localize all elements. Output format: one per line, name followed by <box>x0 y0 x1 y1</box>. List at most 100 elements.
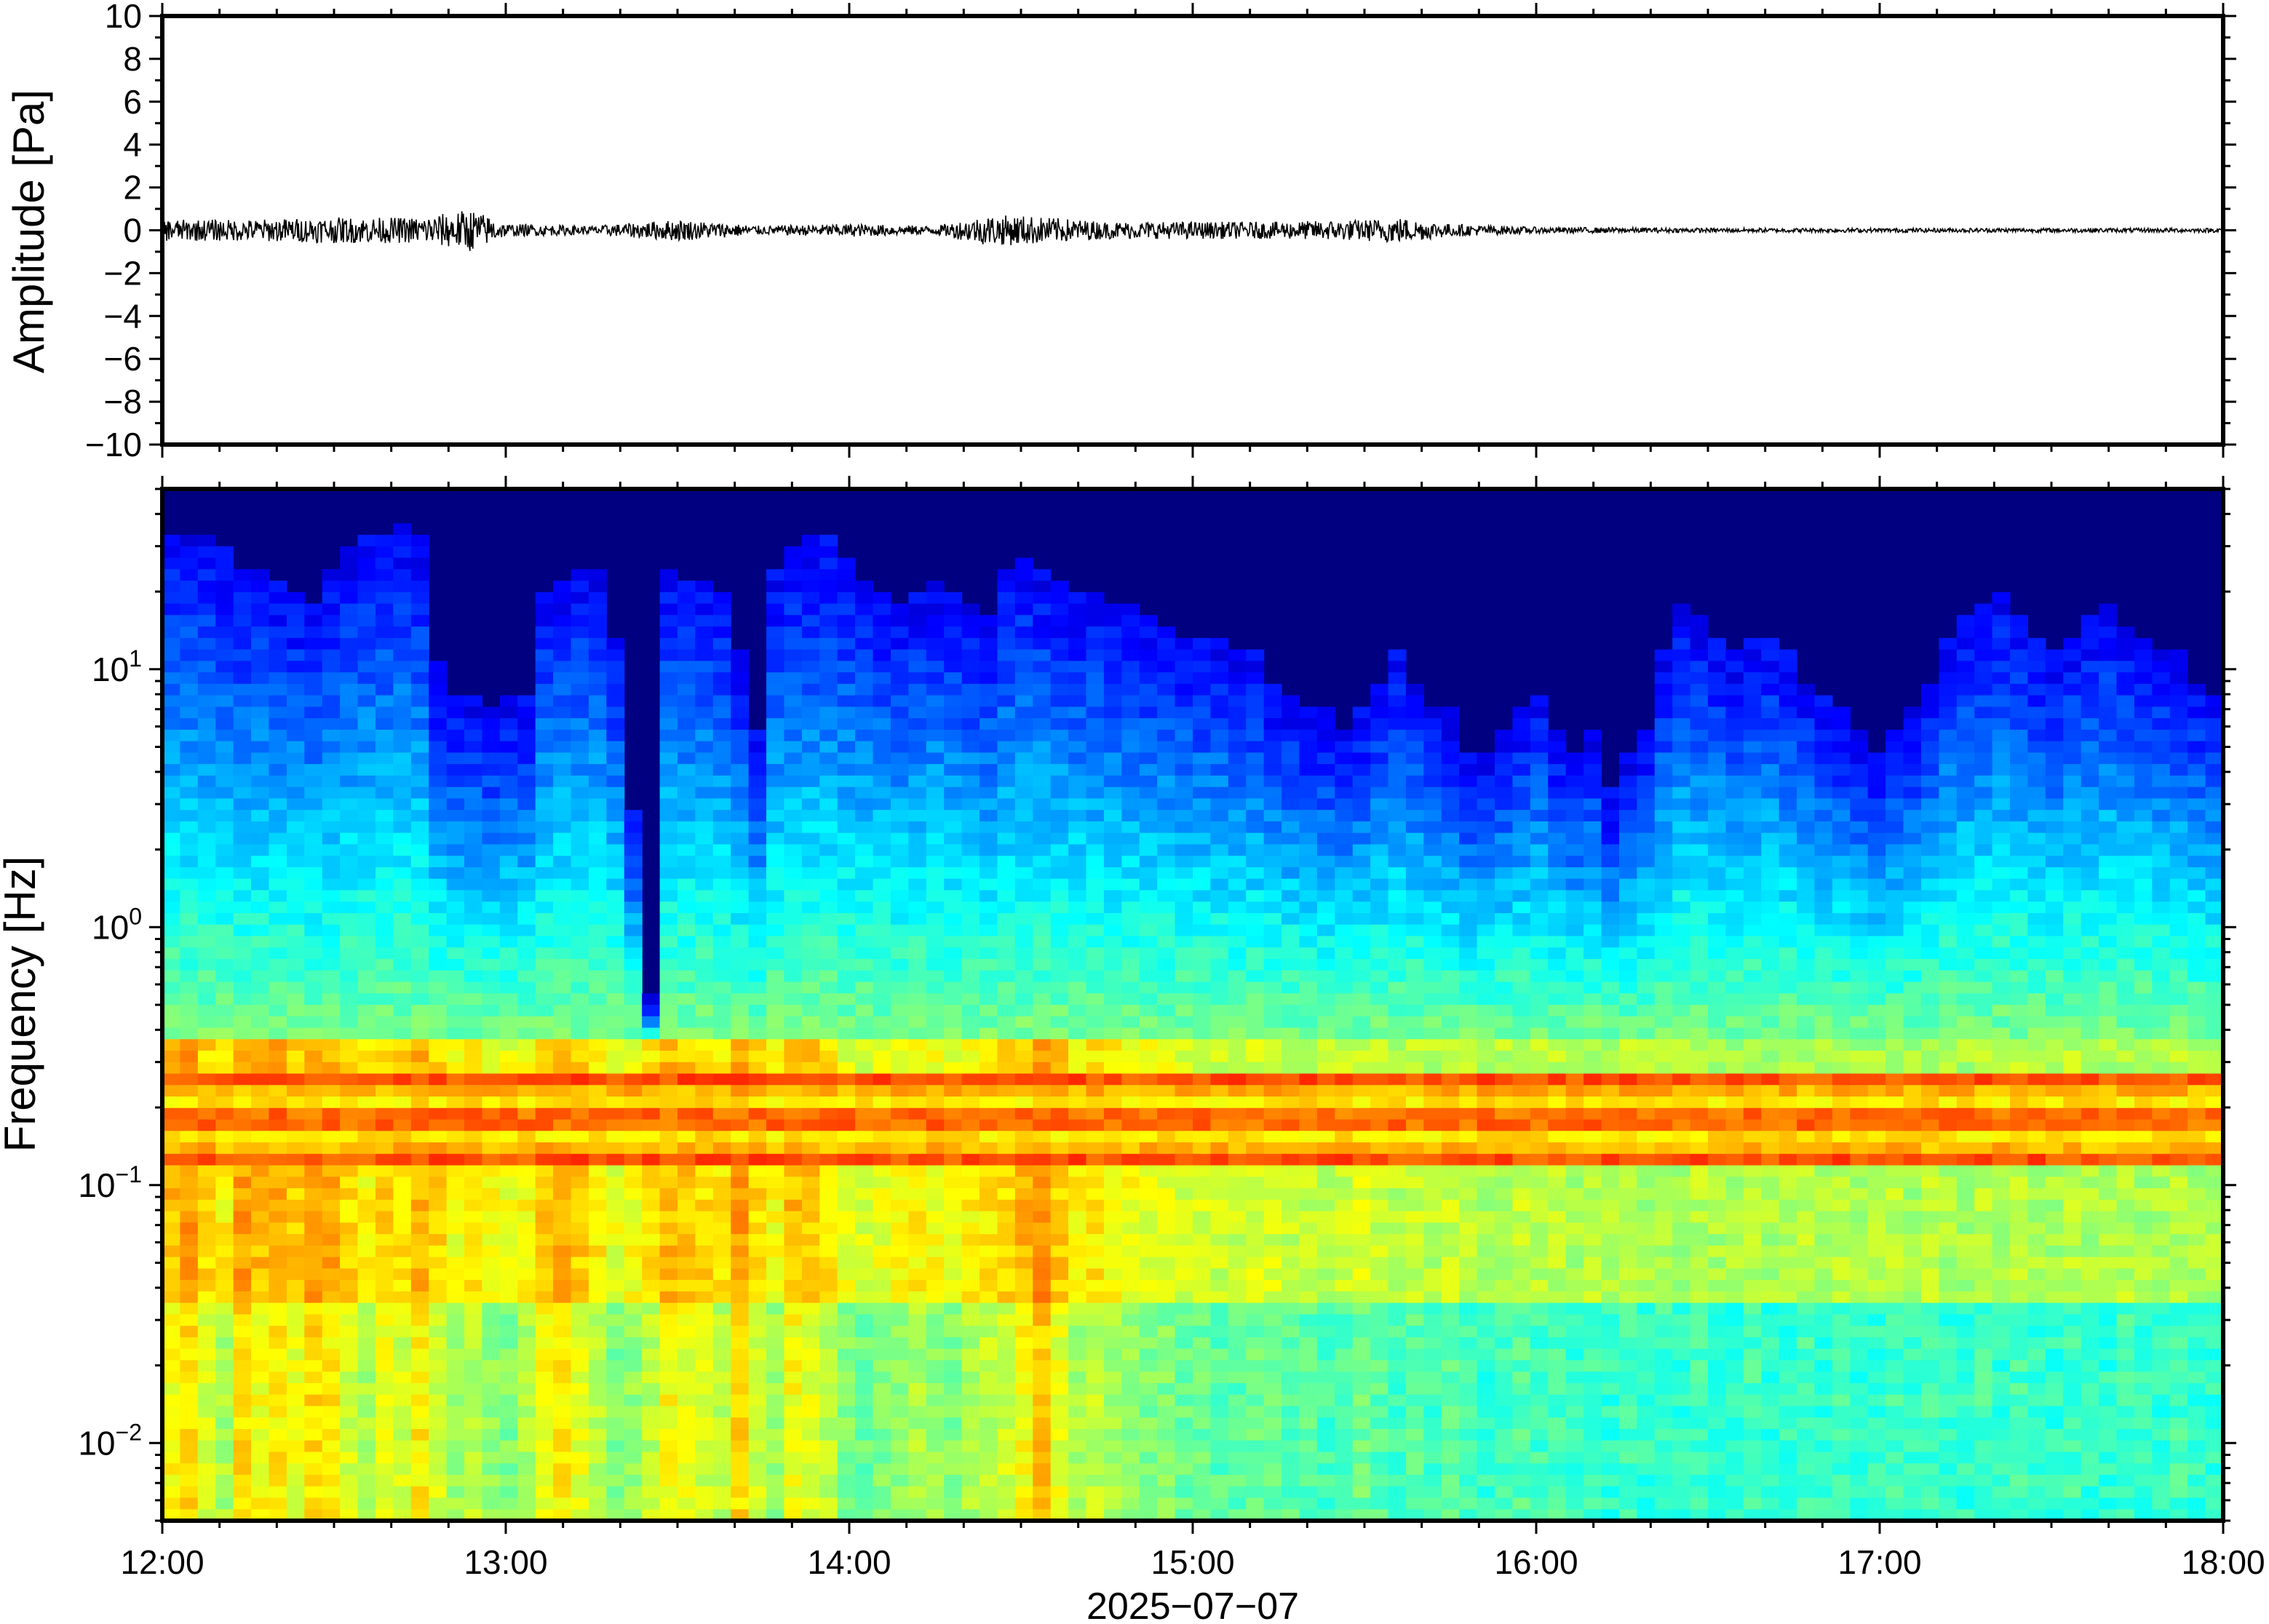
spectrogram-cell <box>855 1348 874 1361</box>
spectrogram-cell <box>837 890 856 902</box>
spectrogram-cell <box>1193 912 1212 926</box>
spectrogram-cell <box>410 557 429 570</box>
spectrogram-cell <box>1210 1440 1229 1453</box>
spectrogram-cell <box>393 1177 412 1189</box>
spectrogram-cell <box>1103 603 1122 616</box>
spectrogram-cell <box>979 683 998 696</box>
spectrogram-cell <box>322 1452 341 1464</box>
spectrogram-cell <box>890 982 909 994</box>
spectrogram-cell <box>1175 1463 1193 1476</box>
spectrogram-cell <box>731 832 750 845</box>
spectrogram-cell <box>304 615 323 627</box>
spectrogram-cell <box>1210 1119 1229 1131</box>
spectrogram-cell <box>1033 1153 1052 1166</box>
spectrogram-cell <box>944 752 963 765</box>
spectrogram-cell <box>997 1051 1016 1063</box>
spectrogram-cell <box>944 1027 963 1040</box>
spectrogram-cell <box>819 1280 838 1292</box>
spectrogram-cell <box>499 1428 518 1441</box>
spectrogram-cell <box>908 752 927 765</box>
spectrogram-cell <box>197 592 216 605</box>
spectrogram-cell <box>819 1222 838 1235</box>
spectrogram-cell <box>233 982 252 994</box>
spectrogram-cell <box>571 1348 589 1361</box>
spectrogram-cell <box>784 1199 803 1212</box>
spectrogram-cell <box>642 1131 661 1143</box>
spectrogram-cell <box>446 1280 465 1292</box>
spectrogram-cell <box>251 729 270 742</box>
spectrogram-cell <box>695 947 714 960</box>
spectrogram-cell <box>286 683 305 696</box>
spectrogram-cell <box>1228 729 1247 742</box>
spectrogram-cell <box>624 832 643 845</box>
spectrogram-cell <box>873 1440 891 1453</box>
spectrogram-cell <box>1050 844 1069 856</box>
spectrogram-cell <box>677 982 696 994</box>
spectrogram-cell <box>837 752 856 765</box>
spectrogram-cell <box>588 672 607 685</box>
spectrogram-cell <box>873 1062 891 1075</box>
spectrogram-cell <box>748 844 767 856</box>
spectrogram-cell <box>410 706 429 719</box>
spectrogram-cell <box>712 1314 731 1326</box>
spectrogram-cell <box>1103 936 1122 948</box>
spectrogram-cell <box>375 1165 394 1177</box>
spectrogram-cell <box>429 1452 448 1464</box>
spectrogram-cell <box>837 924 856 937</box>
spectrogram-cell <box>606 1463 625 1476</box>
spectrogram-cell <box>1228 1474 1247 1487</box>
spectrogram-cell <box>1139 844 1158 856</box>
spectrogram-cell <box>215 1199 234 1212</box>
spectrogram-cell <box>233 856 252 868</box>
spectrogram-cell <box>1103 1417 1122 1430</box>
spectrogram-cell <box>1193 1452 1212 1464</box>
spectrogram-cell <box>375 1497 394 1510</box>
spectrogram-cell <box>1050 1107 1069 1121</box>
spectrogram-cell <box>517 1245 536 1258</box>
spectrogram-cell <box>606 936 625 948</box>
spectrogram-cell <box>499 1062 518 1075</box>
spectrogram-cell <box>357 1463 376 1476</box>
spectrogram-cell <box>819 775 838 788</box>
spectrogram-cell <box>908 603 927 616</box>
spectrogram-cell <box>393 844 412 856</box>
spectrogram-cell <box>535 1165 554 1177</box>
spectrogram-cell <box>819 878 838 891</box>
spectrogram-cell <box>677 1268 696 1281</box>
spectrogram-cell <box>410 615 429 627</box>
spectrogram-cell <box>1103 947 1122 960</box>
spectrogram-cell <box>251 787 270 799</box>
spectrogram-cell <box>1246 1314 1265 1326</box>
spectrogram-cell <box>819 603 838 616</box>
spectrogram-cell <box>429 1027 448 1040</box>
spectrogram-cell <box>553 856 572 868</box>
spectrogram-cell <box>322 947 341 960</box>
spectrogram-cell <box>979 1268 998 1281</box>
spectrogram-cell <box>606 1062 625 1075</box>
spectrogram-cell <box>1050 1280 1069 1292</box>
spectrogram-cell <box>429 1165 448 1177</box>
spectrogram-cell <box>606 1509 625 1521</box>
spectrogram-cell <box>731 1348 750 1361</box>
spectrogram-cell <box>944 1211 963 1223</box>
spectrogram-cell <box>1086 764 1105 776</box>
spectrogram-cell <box>997 867 1016 880</box>
spectrogram-cell <box>873 1051 891 1063</box>
spectrogram-cell <box>393 1245 412 1258</box>
spectrogram-cell <box>517 890 536 902</box>
spectrogram-cell <box>890 603 909 616</box>
spectrogram-cell <box>731 936 750 948</box>
spectrogram-cell <box>1050 1211 1069 1223</box>
spectrogram-cell <box>908 890 927 902</box>
spectrogram-cell <box>251 1463 270 1476</box>
spectrogram-cell <box>429 1326 448 1338</box>
spectrogram-cell <box>1068 1337 1087 1350</box>
spectrogram-cell <box>1139 901 1158 914</box>
spectrogram-cell <box>979 1257 998 1269</box>
spectrogram-cell <box>446 1199 465 1212</box>
spectrogram-cell <box>1246 1027 1265 1040</box>
spectrogram-cell <box>304 1406 323 1418</box>
spectrogram-cell <box>979 798 998 811</box>
spectrogram-cell <box>286 856 305 868</box>
spectrogram-cell <box>482 1291 501 1304</box>
